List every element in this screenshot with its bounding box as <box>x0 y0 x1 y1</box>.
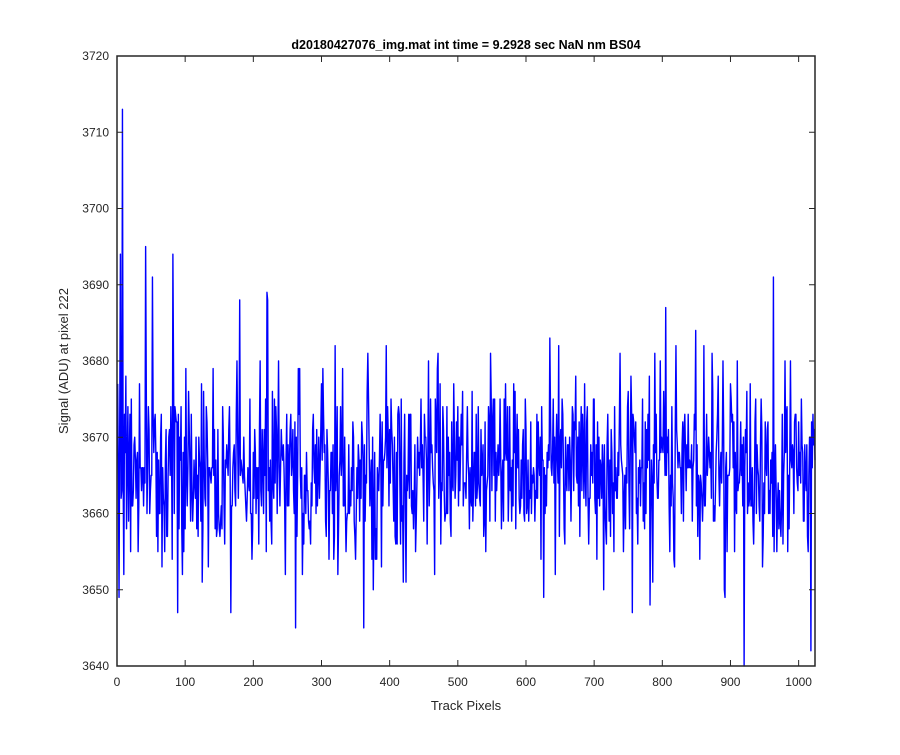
y-tick-label: 3640 <box>82 659 109 673</box>
x-tick-label: 200 <box>243 675 263 689</box>
y-tick-label: 3710 <box>82 125 109 139</box>
x-tick-label: 300 <box>311 675 331 689</box>
y-tick-label: 3650 <box>82 583 109 597</box>
x-tick-label: 0 <box>114 675 121 689</box>
x-tick-label: 700 <box>584 675 604 689</box>
y-tick-label: 3660 <box>82 507 109 521</box>
x-tick-label: 100 <box>175 675 195 689</box>
x-tick-label: 500 <box>448 675 468 689</box>
x-axis-label: Track Pixels <box>431 698 502 713</box>
y-tick-label: 3720 <box>82 49 109 63</box>
y-tick-label: 3680 <box>82 354 109 368</box>
x-tick-label: 800 <box>652 675 672 689</box>
y-tick-label: 3700 <box>82 202 109 216</box>
x-tick-label: 400 <box>380 675 400 689</box>
ticks-layer: 0 100 200 300 400 500 600 700 800 900 1000 3640 3650… <box>82 49 815 689</box>
y-tick-label: 3670 <box>82 430 109 444</box>
x-tick-label: 1000 <box>785 675 812 689</box>
y-axis-label: Signal (ADU) at pixel 222 <box>56 288 71 434</box>
y-tick-label: 3690 <box>82 278 109 292</box>
x-tick-label: 600 <box>516 675 536 689</box>
x-tick-label: 900 <box>720 675 740 689</box>
series-layer <box>116 108 816 667</box>
chart-title: d20180427076_img.mat int time = 9.2928 s… <box>291 38 640 52</box>
plot-background <box>117 56 815 666</box>
series-line <box>116 108 816 667</box>
